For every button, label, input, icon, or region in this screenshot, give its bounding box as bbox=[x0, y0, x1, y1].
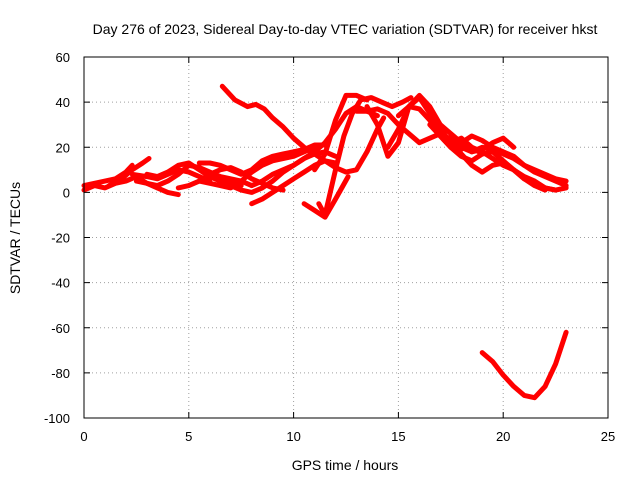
series-track-15 bbox=[301, 174, 351, 220]
y-tick-label: -80 bbox=[51, 366, 70, 381]
y-tick-label: 60 bbox=[56, 50, 70, 65]
series-track-23 bbox=[448, 135, 559, 193]
x-axis-label: GPS time / hours bbox=[292, 457, 399, 473]
x-tick-label: 15 bbox=[391, 429, 405, 444]
y-tick-label: -40 bbox=[51, 276, 70, 291]
series-track-25 bbox=[479, 329, 569, 401]
axis-ticks bbox=[83, 56, 609, 419]
series-track-9 bbox=[196, 144, 318, 191]
series-track-14 bbox=[316, 95, 414, 218]
x-tick-label: 20 bbox=[496, 429, 510, 444]
data-series bbox=[81, 83, 569, 401]
y-tick-label: 20 bbox=[56, 140, 70, 155]
y-tick-label: -20 bbox=[51, 231, 70, 246]
series-track-1 bbox=[81, 174, 181, 198]
y-tick-label: 0 bbox=[63, 185, 70, 200]
x-tick-label: 0 bbox=[80, 429, 87, 444]
y-tick-label: -100 bbox=[44, 411, 70, 426]
x-tick-label: 10 bbox=[286, 429, 300, 444]
chart-title: Day 276 of 2023, Sidereal Day-to-day VTE… bbox=[93, 21, 598, 37]
series-track-3 bbox=[106, 156, 152, 189]
y-tick-label: -60 bbox=[51, 321, 70, 336]
series-track-2 bbox=[81, 162, 135, 189]
tick-labels: 0 5 10 15 20 25 -100 -80 -60 -40 -20 0 20 40 60 bbox=[44, 50, 615, 444]
y-tick-label: 40 bbox=[56, 95, 70, 110]
series-track-12 bbox=[219, 83, 387, 175]
series-track-16 bbox=[312, 92, 370, 173]
y-axis-label: SDTVAR / TECUs bbox=[7, 182, 23, 294]
x-tick-label: 25 bbox=[601, 429, 615, 444]
series-track-24 bbox=[458, 144, 569, 184]
x-tick-label: 5 bbox=[185, 429, 192, 444]
